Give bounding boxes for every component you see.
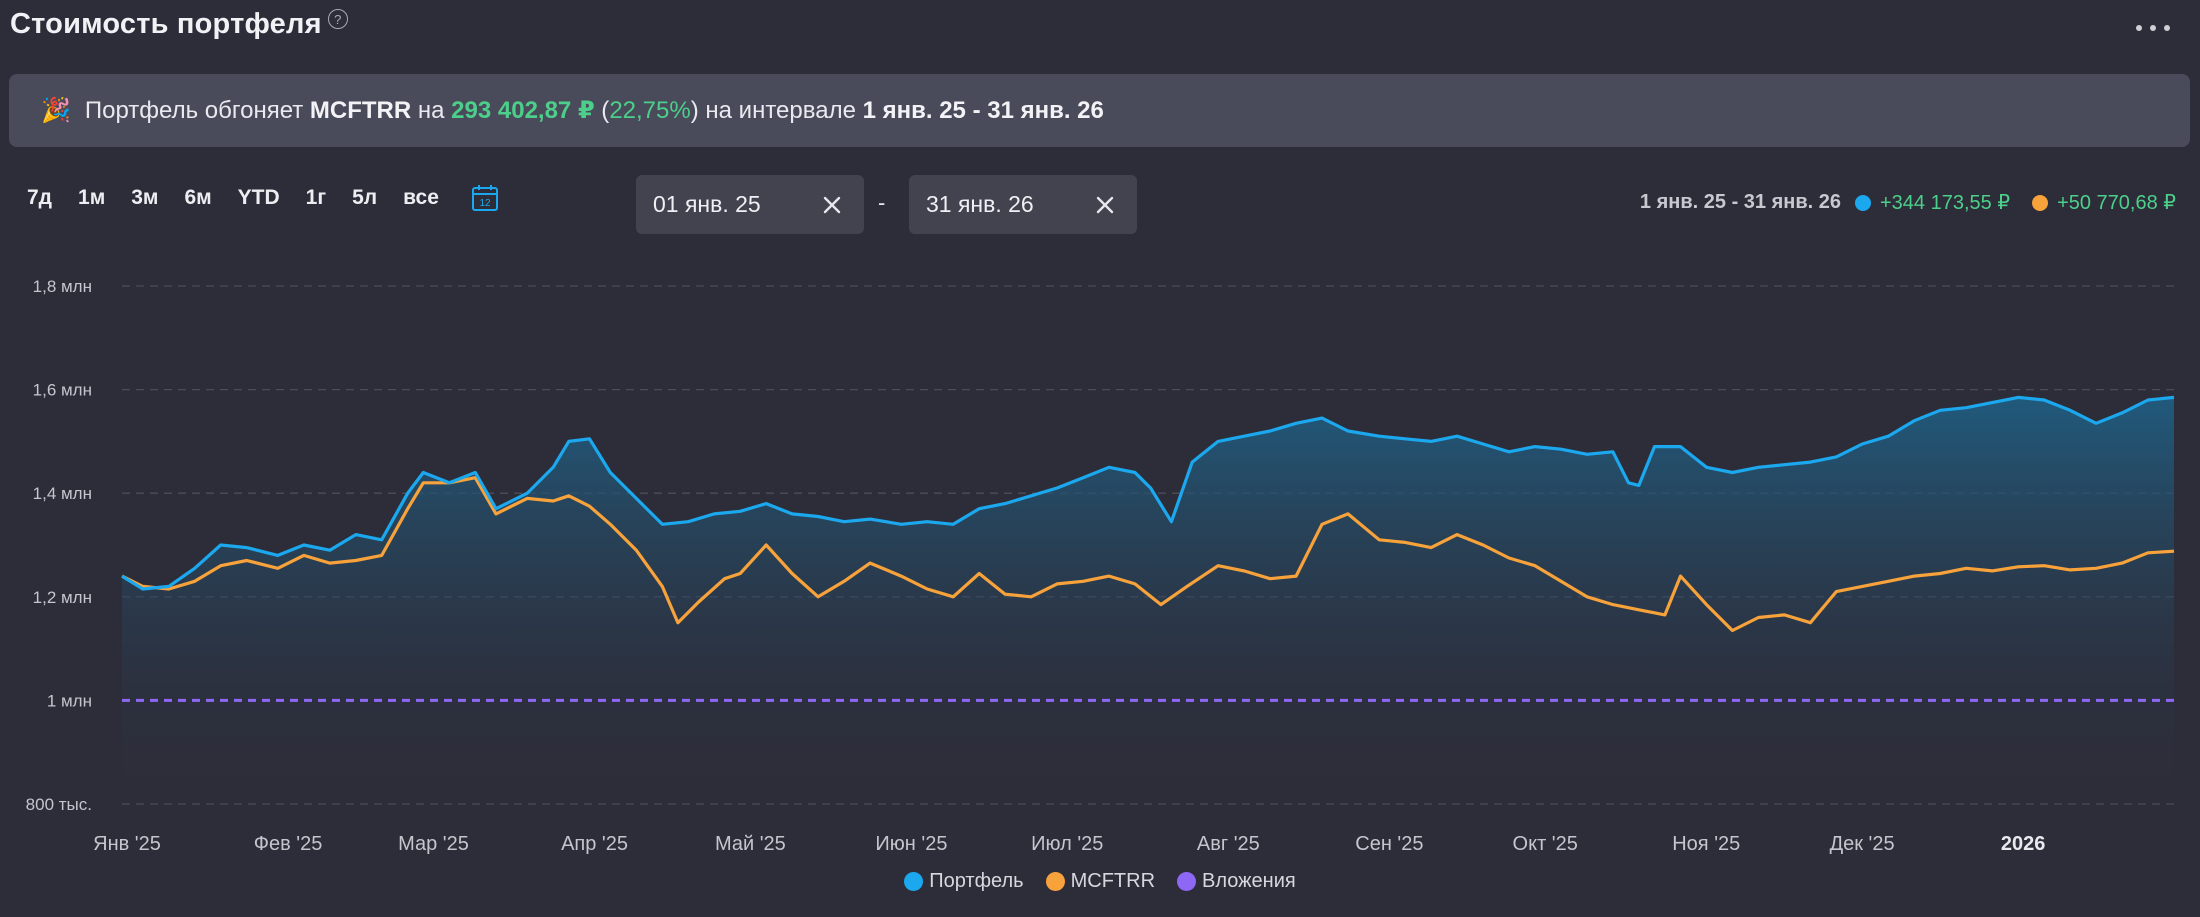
y-tick-label: 1,4 млн	[33, 484, 92, 503]
date-separator: -	[878, 190, 886, 215]
banner-percent-close: )	[690, 96, 699, 124]
benchmark-dot-icon	[2032, 194, 2049, 211]
portfolio-value-chart[interactable]: 1,8 млн 1,6 млн 1,4 млн 1,2 млн 1 млн 800 тыс…	[0, 260, 2200, 860]
x-tick-label: 2026	[2001, 833, 2046, 855]
page-title: Стоимость портфеля	[10, 8, 322, 40]
legend-item-investments[interactable]: Вложения	[1177, 870, 1296, 893]
banner-percent: 22,75%	[609, 96, 691, 124]
banner-benchmark: MCFTRR	[309, 96, 412, 124]
y-tick-label: 1 млн	[47, 691, 92, 710]
summary-benchmark-change: +50 770,68 ₽	[2057, 192, 2176, 214]
y-tick-label: 800 тыс.	[26, 795, 92, 814]
x-tick-label: Сен '25	[1355, 833, 1423, 855]
series-area-portfolio	[122, 397, 2174, 804]
banner-percent-open: (	[594, 96, 610, 124]
period-summary: 1 янв. 25 - 31 янв. 26 +344 173,55 ₽ +50…	[1640, 190, 2176, 215]
range-5y-button[interactable]: 5л	[352, 186, 378, 209]
x-tick-label: Дек '25	[1830, 833, 1895, 855]
chart-legend: Портфель MCFTRR Вложения	[0, 870, 2200, 893]
x-tick-label: Июн '25	[875, 833, 947, 855]
x-tick-label: Мар '25	[398, 833, 469, 855]
banner-text-1: Портфель обгоняет	[84, 96, 310, 124]
more-horizontal-icon[interactable]	[2136, 16, 2170, 40]
range-ytd-button[interactable]: YTD	[237, 186, 280, 209]
banner-amount: 293 402,87 ₽	[451, 97, 595, 124]
calendar-icon[interactable]: 12	[470, 183, 500, 213]
legend-mcftrr-label: MCFTRR	[1070, 870, 1156, 892]
x-tick-label: Июл '25	[1031, 833, 1103, 855]
clear-date-from-icon[interactable]	[820, 193, 844, 217]
legend-portfolio-dot-icon	[904, 872, 924, 891]
legend-investments-label: Вложения	[1202, 870, 1296, 892]
range-all-button[interactable]: все	[403, 186, 439, 209]
header: Стоимость портфеля ?	[10, 8, 348, 41]
y-tick-label: 1,8 млн	[33, 277, 92, 296]
range-1m-button[interactable]: 1м	[78, 186, 106, 209]
series-line-mcftrr[interactable]	[121, 476, 2175, 633]
x-tick-label: Авг '25	[1197, 833, 1260, 855]
date-from-field[interactable]: 01 янв. 25	[636, 175, 864, 234]
clear-date-to-icon[interactable]	[1093, 193, 1117, 217]
legend-investments-dot-icon	[1177, 872, 1197, 891]
series-line-portfolio[interactable]	[121, 395, 2175, 591]
legend-item-portfolio[interactable]: Портфель	[904, 870, 1024, 893]
banner-text-3: на интервале	[698, 96, 863, 124]
x-tick-label: Май '25	[715, 833, 786, 855]
y-tick-label: 1,6 млн	[33, 381, 92, 400]
x-tick-label: Янв '25	[93, 833, 161, 855]
x-tick-label: Ноя '25	[1672, 833, 1740, 855]
x-tick-label: Фев '25	[254, 833, 323, 855]
calendar-day: 12	[479, 198, 491, 209]
range-6m-button[interactable]: 6м	[184, 186, 212, 209]
comparison-banner: 🎉 Портфель обгоняет MCFTRR на 293 402,87…	[9, 74, 2190, 147]
y-tick-label: 1,2 млн	[33, 588, 92, 607]
date-to-field[interactable]: 31 янв. 26	[909, 175, 1137, 234]
party-popper-icon: 🎉	[41, 97, 71, 124]
summary-portfolio-change: +344 173,55 ₽	[1880, 192, 2011, 214]
question-circle-icon[interactable]: ?	[327, 9, 348, 29]
legend-item-mcftrr[interactable]: MCFTRR	[1045, 870, 1156, 893]
range-selector: 7д 1м 3м 6м YTD 1г 5л все 12	[14, 180, 500, 216]
banner-text-2: на	[411, 96, 452, 124]
date-from-value[interactable]: 01 янв. 25	[653, 191, 761, 217]
banner-interval: 1 янв. 25 - 31 янв. 26	[862, 96, 1104, 124]
range-7d-button[interactable]: 7д	[27, 186, 53, 209]
summary-period: 1 янв. 25 - 31 янв. 26	[1639, 191, 1841, 213]
range-3m-button[interactable]: 3м	[131, 186, 159, 209]
range-1y-button[interactable]: 1г	[305, 186, 327, 209]
date-to-value[interactable]: 31 янв. 26	[926, 191, 1034, 217]
legend-mcftrr-dot-icon	[1045, 872, 1065, 891]
x-tick-label: Окт '25	[1513, 833, 1578, 855]
legend-portfolio-label: Портфель	[929, 870, 1024, 892]
x-tick-label: Апр '25	[561, 833, 628, 855]
portfolio-dot-icon	[1855, 194, 1871, 211]
